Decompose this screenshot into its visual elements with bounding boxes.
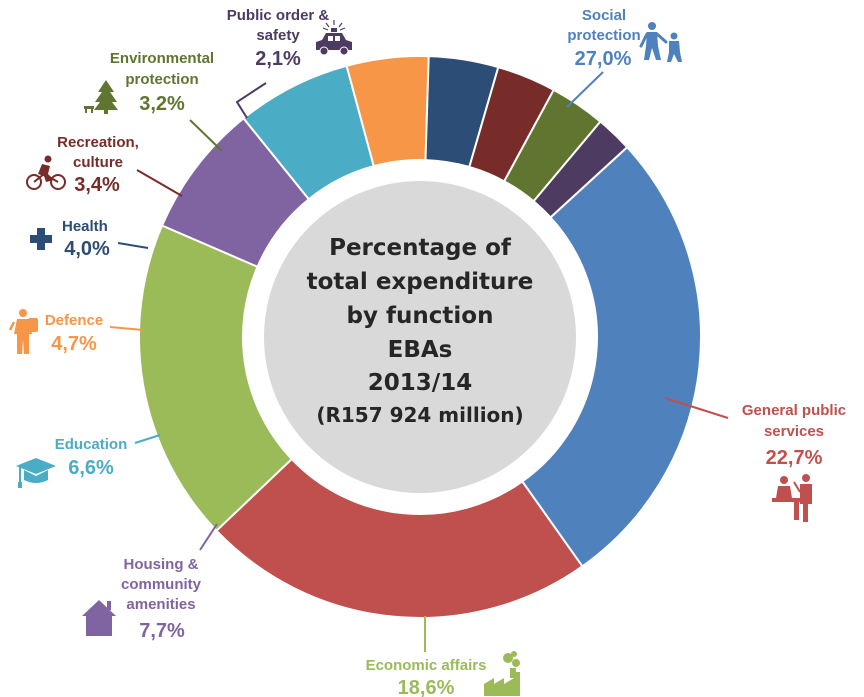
leader-line-housing-community-amenities: [199, 523, 218, 551]
medical-cross-icon: [30, 228, 52, 250]
slice-label-health: Health: [62, 218, 108, 235]
center-title-line: (R157 924 million): [316, 403, 523, 427]
slice-label-housing-community-amenities: community: [121, 576, 202, 593]
value-label-defence: 4,7%: [51, 333, 97, 355]
leader-line-recreation-culture: [136, 169, 183, 197]
value-label-recreation-culture: 3,4%: [74, 174, 120, 196]
leader-line-education: [134, 434, 161, 444]
slice-social-protection: [520, 145, 702, 568]
slice-label-environmental-protection: protection: [125, 71, 198, 88]
slice-label-environmental-protection: Environmental: [110, 50, 214, 67]
value-label-environmental-protection: 3,2%: [139, 93, 185, 115]
value-label-housing-community-amenities: 7,7%: [139, 620, 185, 642]
leader-line-health: [117, 242, 149, 249]
center-title-line: by function: [347, 303, 494, 329]
slice-icons: [8, 20, 812, 696]
slice-economic-affairs: [138, 224, 294, 533]
slice-label-public-order-safety: safety: [256, 27, 300, 44]
center-title-line: EBAs: [388, 337, 453, 363]
cyclist-icon: [26, 155, 66, 190]
slice-label-housing-community-amenities: Housing &: [124, 556, 199, 573]
value-label-social-protection: 27,0%: [575, 48, 632, 70]
slice-label-social-protection: protection: [567, 27, 640, 44]
center-title-line: Percentage of: [329, 235, 512, 261]
leader-line-public-order-safety: [235, 82, 267, 119]
slice-general-public-services: [215, 457, 584, 619]
center-title-line: total expenditure: [307, 269, 534, 295]
value-label-economic-affairs: 18,6%: [398, 677, 455, 697]
slice-label-public-order-safety: Public order &: [227, 7, 330, 24]
slice-label-economic-affairs: Economic affairs: [366, 657, 487, 674]
slice-label-housing-community-amenities: amenities: [126, 596, 195, 613]
center-disc: [264, 181, 576, 493]
slice-public-order-safety: [532, 120, 629, 219]
slice-label-education: Education: [55, 436, 128, 453]
value-label-public-order-safety: 2,1%: [255, 48, 301, 70]
house-icon: [82, 600, 116, 636]
tree-icon: [84, 80, 118, 114]
slice-label-recreation-culture: culture: [73, 154, 123, 171]
slice-label-general-public-services: services: [764, 423, 824, 440]
leader-line-defence: [109, 326, 144, 331]
center-title: Percentage of total expenditure by functio…: [307, 235, 534, 427]
chart-slices: [138, 55, 702, 619]
leader-line-environmental-protection: [189, 119, 223, 152]
graduation-cap-icon: [16, 458, 56, 488]
value-label-general-public-services: 22,7%: [766, 447, 823, 469]
slice-labels: Social protection 27,0% General public servi…: [45, 7, 846, 697]
officials-desk-icon: [772, 474, 812, 522]
slice-label-recreation-culture: Recreation,: [57, 134, 139, 151]
leader-lines: [109, 71, 729, 652]
center-title-line: 2013/14: [368, 370, 472, 396]
slice-label-social-protection: Social: [582, 7, 626, 24]
leader-line-general-public-services: [664, 397, 729, 419]
slice-label-defence: Defence: [45, 312, 103, 329]
factory-icon: [484, 651, 520, 696]
soldier-icon: [8, 309, 38, 354]
family-icon: [639, 22, 682, 62]
leader-line-social-protection: [566, 71, 604, 108]
slice-label-general-public-services: General public: [742, 402, 846, 419]
value-label-education: 6,6%: [68, 457, 114, 479]
police-car-icon: [316, 20, 352, 56]
value-label-health: 4,0%: [64, 238, 110, 260]
